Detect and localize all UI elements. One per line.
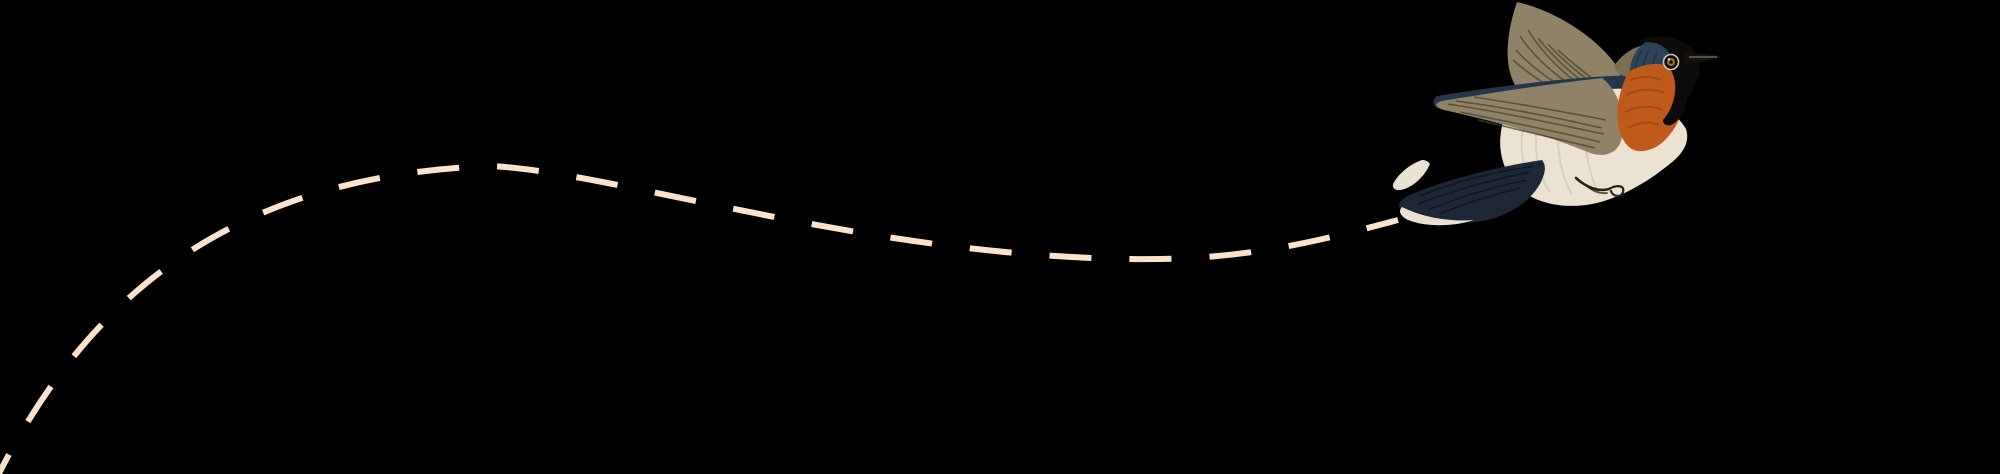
bird-tail-white-tip [1392, 160, 1430, 191]
bird-jaw-band [1663, 63, 1688, 126]
bird-tail-streaks [1417, 165, 1535, 215]
bird-eye-pupil [1669, 60, 1673, 64]
bird-tail-white-fringe [1400, 207, 1474, 226]
bird-far-wing-streaks [1447, 96, 1607, 149]
bird-foot-toe [1585, 184, 1608, 195]
bird-illustration [1392, 2, 1721, 226]
bird-belly-shading [1520, 93, 1597, 196]
bird-foot [1574, 176, 1611, 192]
flight-path [0, 162, 1399, 474]
bird-beak [1683, 52, 1721, 65]
bird-breast-shading [1624, 76, 1665, 129]
bird-foot-curl [1607, 185, 1625, 198]
bird-raised-wing-streaks [1512, 29, 1601, 99]
bird-eye-glint [1667, 58, 1671, 61]
